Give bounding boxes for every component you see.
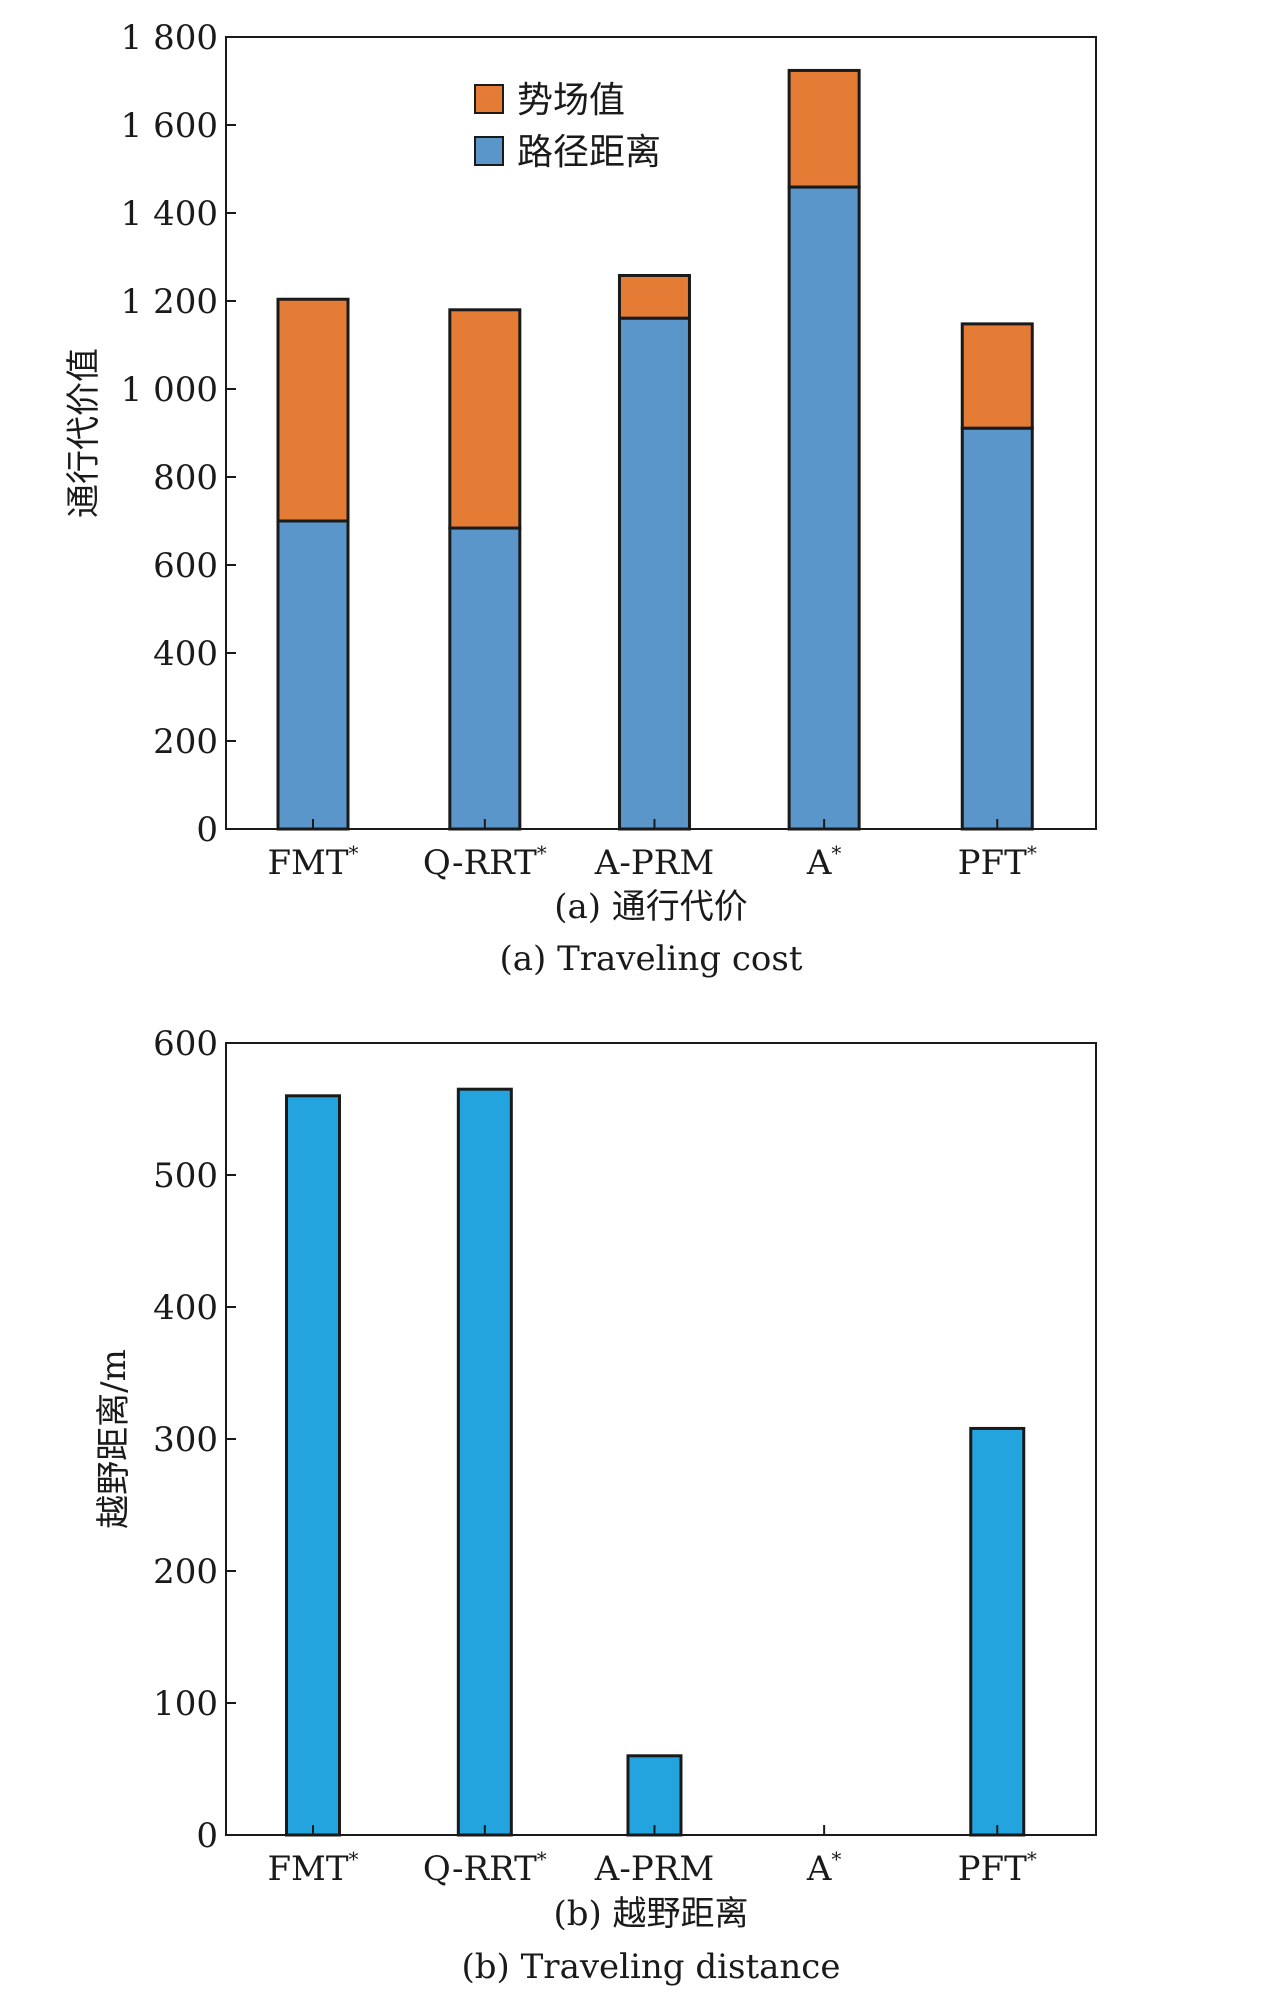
chart-0-bar-4-series-0 (960, 426, 1034, 831)
chart-1-caption-cn: (b) 越野距离 (553, 1894, 748, 1934)
chart-1-x-tick-label: PFT* (958, 1847, 1037, 1889)
chart-0-x-tick-label: FMT* (267, 841, 358, 883)
chart-0-y-tick-label: 1 000 (121, 370, 218, 410)
chart-0-y-tick-label: 600 (153, 546, 218, 586)
chart-0-y-tick-label: 1 400 (121, 194, 218, 234)
chart-0-legend-label-0: 势场值 (517, 80, 625, 121)
chart-1-x-tick-label: A* (806, 1847, 842, 1889)
chart-0-caption-en: (a) Traveling cost (500, 939, 803, 979)
chart-0-x-tick-label: A* (806, 841, 842, 883)
chart-1-bar-4-series-0 (969, 1426, 1026, 1837)
chart-1-y-tick-label: 100 (153, 1684, 218, 1724)
chart-1-bar-0-series-0 (285, 1094, 341, 1837)
chart-1-x-tick-label: FMT* (267, 1847, 358, 1889)
chart-1-plot-frame (225, 1042, 1097, 1836)
chart-0-bar-3-series-1 (787, 68, 861, 189)
chart-1-y-tick-label: 200 (153, 1552, 218, 1592)
chart-1-y-axis-label: 越野距离/m (94, 1349, 134, 1529)
chart-0-y-tick-label: 400 (153, 634, 218, 674)
chart-traveling-distance: 0 100 200 300 400 500 600 越野距离/m FMT* Q-RRT* A-PRM… (94, 1024, 1097, 1987)
chart-0-bar-0-series-1 (276, 297, 350, 523)
chart-1-caption-en: (b) Traveling distance (462, 1947, 841, 1987)
chart-1-y-tick-label: 300 (153, 1420, 218, 1460)
chart-0-legend-swatch-1 (474, 136, 504, 166)
chart-0-x-tick-label: A-PRM (594, 843, 714, 883)
chart-0-y-tick-label: 1 800 (121, 18, 218, 58)
chart-0-legend-label-1: 路径距离 (517, 132, 661, 173)
chart-1-bar-1-series-0 (456, 1087, 513, 1837)
chart-0-bar-1-series-0 (448, 526, 522, 831)
chart-1-bar-2-series-0 (626, 1754, 683, 1837)
chart-1-x-tick-label: Q-RRT* (423, 1847, 547, 1889)
chart-0-bar-1-series-1 (448, 308, 522, 530)
chart-0-y-tick-label: 200 (153, 722, 218, 762)
chart-traveling-cost: 0 200 400 600 800 1 000 1 200 1 400 1 600 1 800 通行… (64, 18, 1097, 979)
chart-0-bar-2-series-1 (617, 273, 691, 320)
chart-1-y-tick-label: 400 (153, 1288, 218, 1328)
chart-1-y-tick-label: 500 (153, 1156, 218, 1196)
chart-0-x-tick-label: Q-RRT* (423, 841, 547, 883)
chart-0-y-tick-label: 1 600 (121, 106, 218, 146)
chart-0-legend-swatch-0 (474, 84, 504, 114)
chart-0-bar-4-series-1 (960, 322, 1034, 430)
chart-0-x-tick-label: PFT* (958, 841, 1037, 883)
chart-0-bar-0-series-0 (276, 519, 350, 831)
chart-1-y-tick-label: 0 (196, 1816, 218, 1856)
chart-0-y-tick-label: 800 (153, 458, 218, 498)
chart-0-bar-3-series-0 (787, 185, 861, 831)
chart-0-bar-2-series-0 (617, 316, 691, 831)
chart-0-y-tick-label: 1 200 (121, 282, 218, 322)
chart-1-x-tick-label: A-PRM (594, 1849, 714, 1889)
chart-0-y-axis-label: 通行代价值 (64, 348, 104, 518)
chart-1-y-tick-label: 600 (153, 1024, 218, 1064)
chart-0-caption-cn: (a) 通行代价 (554, 887, 748, 927)
chart-0-y-tick-label: 0 (196, 810, 218, 850)
